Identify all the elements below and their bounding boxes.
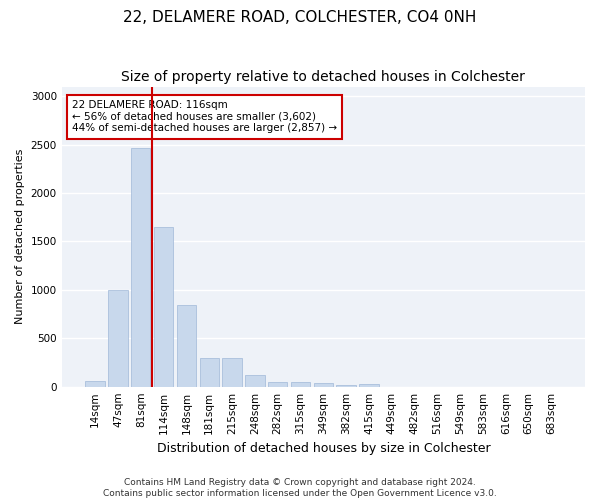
Bar xyxy=(200,358,219,386)
Bar xyxy=(268,382,287,386)
Bar xyxy=(359,384,379,386)
Bar xyxy=(131,148,151,386)
Bar xyxy=(177,306,196,386)
Text: Contains HM Land Registry data © Crown copyright and database right 2024.
Contai: Contains HM Land Registry data © Crown c… xyxy=(103,478,497,498)
Bar xyxy=(154,227,173,386)
Y-axis label: Number of detached properties: Number of detached properties xyxy=(15,149,25,324)
Text: 22 DELAMERE ROAD: 116sqm
← 56% of detached houses are smaller (3,602)
44% of sem: 22 DELAMERE ROAD: 116sqm ← 56% of detach… xyxy=(72,100,337,134)
Bar xyxy=(223,358,242,386)
Bar xyxy=(291,382,310,386)
Bar xyxy=(245,375,265,386)
Bar xyxy=(108,290,128,386)
Title: Size of property relative to detached houses in Colchester: Size of property relative to detached ho… xyxy=(121,70,525,84)
Text: 22, DELAMERE ROAD, COLCHESTER, CO4 0NH: 22, DELAMERE ROAD, COLCHESTER, CO4 0NH xyxy=(124,10,476,25)
Bar xyxy=(337,384,356,386)
X-axis label: Distribution of detached houses by size in Colchester: Distribution of detached houses by size … xyxy=(157,442,490,455)
Bar xyxy=(314,384,333,386)
Bar xyxy=(85,382,105,386)
